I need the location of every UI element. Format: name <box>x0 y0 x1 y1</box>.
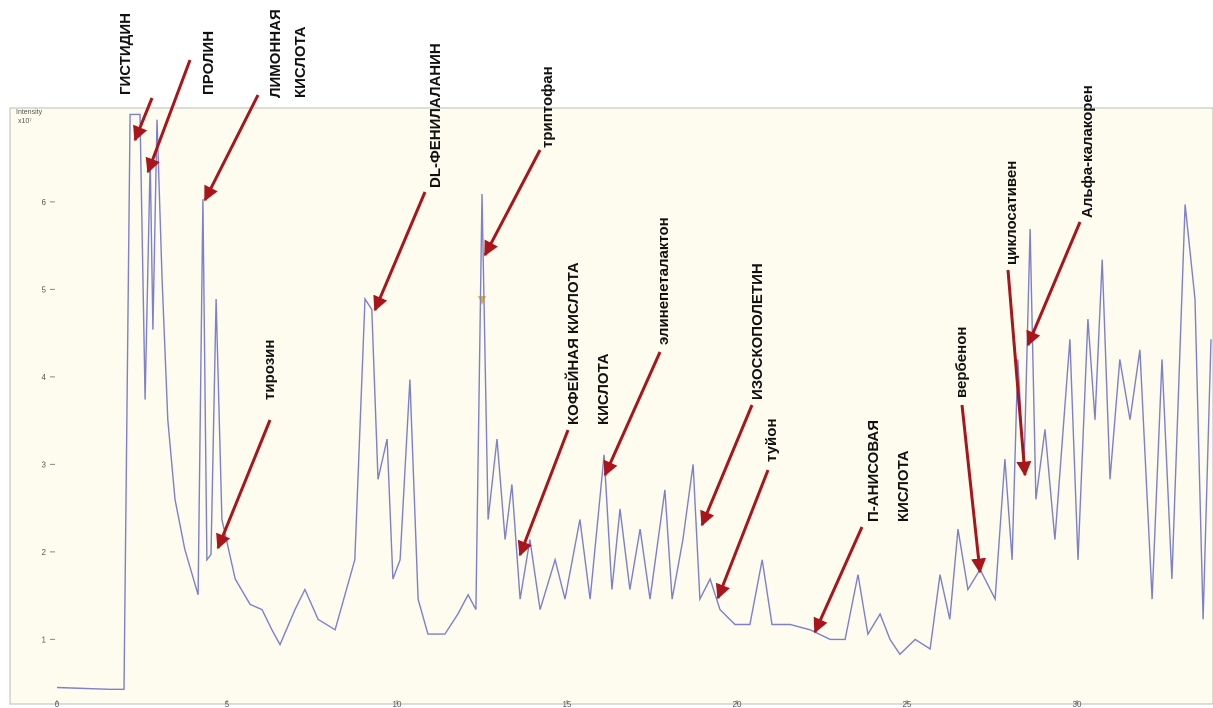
annotation-label: тирозин <box>261 340 278 400</box>
annotation-arrow <box>133 97 154 142</box>
y-tick-label: 2 <box>42 548 47 557</box>
annotation-label: туйон <box>763 418 780 462</box>
annotation-label: DL-ФЕНИЛАЛАНИН <box>427 43 444 188</box>
annotation-label: ПРОЛИН <box>200 31 217 95</box>
annotation-label: П-АНИСОВАЯ <box>865 420 882 522</box>
annotation-arrow <box>715 469 770 600</box>
y-tick-label: 3 <box>42 460 47 469</box>
x-tick-label: 5 <box>225 700 230 708</box>
annotation-label: триптофан <box>539 66 556 148</box>
annotation-arrow <box>203 94 260 202</box>
annotation-label: циклосативен <box>1003 161 1020 265</box>
y-tick-label: 4 <box>42 373 47 382</box>
annotation-arrow <box>517 429 570 557</box>
annotation-label: Альфа-калакорен <box>1079 85 1096 218</box>
annotation-arrow <box>603 351 662 477</box>
y-tick-label: 6 <box>42 198 47 207</box>
annotation-arrow <box>960 404 987 574</box>
annotation-label: ЛИМОННАЯ <box>267 9 284 98</box>
plot-area <box>9 107 1213 705</box>
annotation-label: ГИСТИДИН <box>117 13 134 95</box>
x-tick-label: 15 <box>563 700 572 708</box>
annotation-arrow <box>373 191 427 312</box>
annotation-label: КИСЛОТА <box>895 450 912 522</box>
y-tick-label: 5 <box>42 285 47 294</box>
annotation-arrow <box>700 404 754 527</box>
annotation-label: элинепеталактон <box>655 217 672 345</box>
x-tick-label: 25 <box>903 700 912 708</box>
annotation-arrow <box>216 419 272 550</box>
annotation-label: КИСЛОТА <box>595 353 612 425</box>
x-tick-label: 20 <box>733 700 742 708</box>
annotation-arrow <box>813 526 864 634</box>
annotation-arrow <box>145 59 192 174</box>
x-tick-label: 10 <box>393 700 402 708</box>
annotation-arrow <box>1006 269 1032 477</box>
annotation-label: ИЗОСКОПОЛЕТИН <box>749 263 766 400</box>
y-scale: x10⁷ <box>18 118 32 125</box>
annotation-arrow <box>1026 221 1082 347</box>
annotation-arrow <box>483 149 542 257</box>
annotation-label: КИСЛОТА <box>292 26 309 98</box>
x-tick-label: 30 <box>1073 700 1082 708</box>
annotation-label: вербенон <box>953 327 970 398</box>
y-label: Intensity <box>16 109 43 116</box>
annotation-label: КОФЕЙНАЯ КИСЛОТА <box>564 262 582 425</box>
x-tick-label: 0 <box>55 700 60 708</box>
y-tick-label: 1 <box>42 635 47 644</box>
